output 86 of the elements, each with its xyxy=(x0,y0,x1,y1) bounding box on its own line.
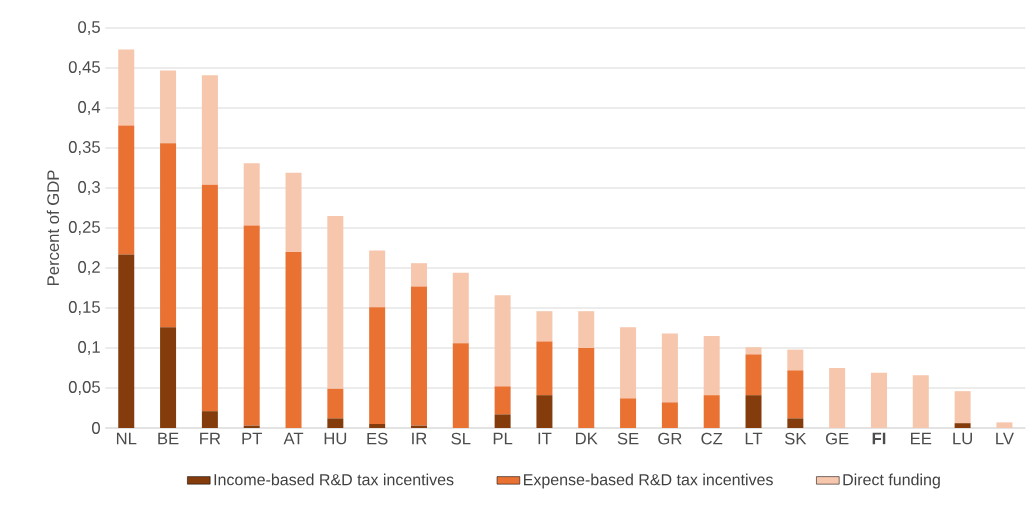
y-tick-label: 0,15 xyxy=(68,301,100,316)
legend-label: Direct funding xyxy=(843,473,940,489)
y-tick-label: 0,25 xyxy=(68,221,100,236)
x-tick-label: SL xyxy=(451,432,471,445)
bar xyxy=(201,75,218,185)
x-tick-label: PT xyxy=(242,432,262,445)
x-tick-label: LU xyxy=(953,432,972,445)
bar xyxy=(160,143,177,328)
y-tick-label: 0,05 xyxy=(68,381,100,396)
bar xyxy=(996,422,1013,429)
y-tick-label: 0,3 xyxy=(78,181,100,196)
bar xyxy=(452,343,469,429)
bar xyxy=(452,272,469,344)
bar xyxy=(285,172,302,253)
y-tick-label: 0,2 xyxy=(78,261,100,276)
x-tick-label: HU xyxy=(324,432,347,445)
bar xyxy=(327,418,344,429)
bar xyxy=(160,327,177,429)
bar xyxy=(536,341,553,396)
x-tick-label: SK xyxy=(784,432,807,445)
bar xyxy=(327,216,344,389)
bar xyxy=(201,411,218,429)
x-tick-label: LV xyxy=(996,432,1014,445)
bar xyxy=(369,250,386,308)
bar xyxy=(787,370,804,419)
bar xyxy=(661,402,678,429)
x-tick-label: NL xyxy=(116,432,137,445)
x-tick-label: ES xyxy=(367,432,388,445)
bar xyxy=(620,327,637,399)
bar xyxy=(243,163,260,226)
x-tick-label: GR xyxy=(658,432,682,445)
y-tick-label: 0,35 xyxy=(68,141,100,156)
bar xyxy=(118,125,135,255)
bar xyxy=(118,49,135,126)
x-tick-label: IR xyxy=(412,432,427,445)
bar xyxy=(954,423,971,429)
bar xyxy=(870,372,887,429)
bar xyxy=(787,349,804,371)
bar xyxy=(787,418,804,429)
x-tick-label: IT xyxy=(538,432,552,445)
bar xyxy=(410,263,427,287)
bar xyxy=(369,424,386,429)
bar xyxy=(494,414,511,429)
bar xyxy=(243,225,260,426)
bar xyxy=(494,386,511,415)
bar xyxy=(829,368,846,429)
bar xyxy=(745,347,762,355)
x-tick-label: FR xyxy=(200,432,221,445)
bar xyxy=(536,311,553,342)
bar xyxy=(745,354,762,396)
bar xyxy=(494,295,511,387)
y-tick-label: 0 xyxy=(92,422,100,435)
x-tick-label: CZ xyxy=(701,432,723,445)
y-tick-label: 0,1 xyxy=(78,341,100,356)
bar xyxy=(703,336,720,396)
bar xyxy=(661,333,678,403)
bar xyxy=(327,388,344,419)
x-tick-label: LT xyxy=(745,432,763,445)
bar xyxy=(954,391,971,424)
bar xyxy=(745,395,762,429)
y-axis-title: Percent of GDP xyxy=(46,170,60,286)
y-tick-label: 0,4 xyxy=(78,101,101,116)
bar xyxy=(118,254,135,429)
bar xyxy=(578,311,595,349)
bar xyxy=(369,307,386,425)
bar xyxy=(160,70,177,144)
legend-label: Expense-based R&D tax incentives xyxy=(524,473,773,489)
x-tick-label: DK xyxy=(576,432,598,445)
x-tick-label: AT xyxy=(283,432,304,445)
bar xyxy=(578,348,595,429)
y-tick-label: 0,5 xyxy=(78,21,100,36)
x-tick-label: PL xyxy=(493,432,513,445)
bar xyxy=(285,252,302,429)
x-tick-label: EE xyxy=(911,432,932,445)
x-tick-label: FI xyxy=(872,432,886,445)
bar xyxy=(410,286,427,426)
y-tick-label: 0,45 xyxy=(68,61,100,76)
bar xyxy=(912,375,929,429)
bar xyxy=(536,395,553,429)
x-tick-label: SE xyxy=(617,432,639,445)
x-tick-label: BE xyxy=(158,432,179,445)
bar xyxy=(703,395,720,429)
bar xyxy=(620,398,637,429)
bar xyxy=(201,184,218,412)
legend-label: Income-based R&D tax incentives xyxy=(214,473,454,486)
x-tick-label: GE xyxy=(825,432,849,445)
